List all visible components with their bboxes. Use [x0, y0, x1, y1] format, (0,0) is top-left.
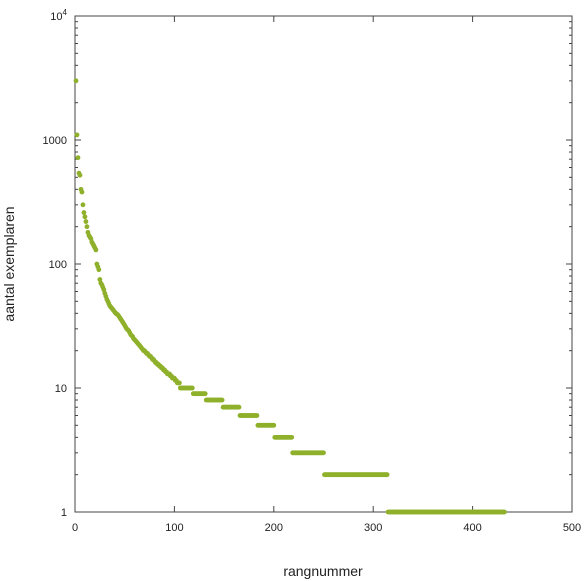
x-tick-label: 400 — [463, 522, 481, 534]
data-points — [73, 78, 507, 515]
data-point — [74, 132, 80, 138]
data-point — [96, 267, 102, 273]
y-tick-label: 10 — [55, 383, 67, 395]
data-point — [176, 380, 182, 386]
data-point — [77, 172, 83, 178]
x-axis-label: rangnummer — [283, 563, 363, 579]
data-point — [202, 391, 208, 397]
data-point — [84, 224, 90, 230]
data-point — [236, 404, 242, 410]
axis-ticks — [74, 15, 573, 513]
data-point — [502, 509, 507, 515]
data-point — [271, 422, 277, 428]
data-point — [97, 277, 103, 282]
x-tick-label: 0 — [72, 522, 78, 534]
x-tick-label: 200 — [265, 522, 283, 534]
y-tick-label: 100 — [49, 259, 67, 271]
data-point — [79, 189, 85, 195]
y-tick-label: 1 — [61, 507, 67, 519]
plot-frame — [74, 15, 573, 513]
data-point — [101, 287, 107, 293]
data-point — [321, 450, 326, 456]
data-point — [73, 78, 79, 84]
x-tick-label: 100 — [165, 522, 183, 534]
data-point — [82, 214, 88, 220]
data-point — [289, 434, 295, 440]
x-tick-label: 500 — [563, 522, 581, 534]
data-point — [75, 155, 81, 161]
data-point — [80, 202, 86, 208]
data-point — [189, 385, 195, 391]
data-point — [384, 472, 390, 478]
data-point — [83, 219, 89, 224]
data-point — [81, 210, 87, 215]
tick-labels: 0 100 200 300 400 500 1 10 100 1000 104 — [43, 8, 582, 534]
y-tick-label: 1000 — [43, 135, 67, 147]
data-point — [254, 413, 260, 418]
data-point — [93, 247, 99, 253]
data-point — [219, 397, 225, 403]
x-tick-label: 300 — [364, 522, 382, 534]
y-axis-label: aantal exemplaren — [1, 206, 17, 321]
y-tick-label: 104 — [50, 8, 67, 23]
